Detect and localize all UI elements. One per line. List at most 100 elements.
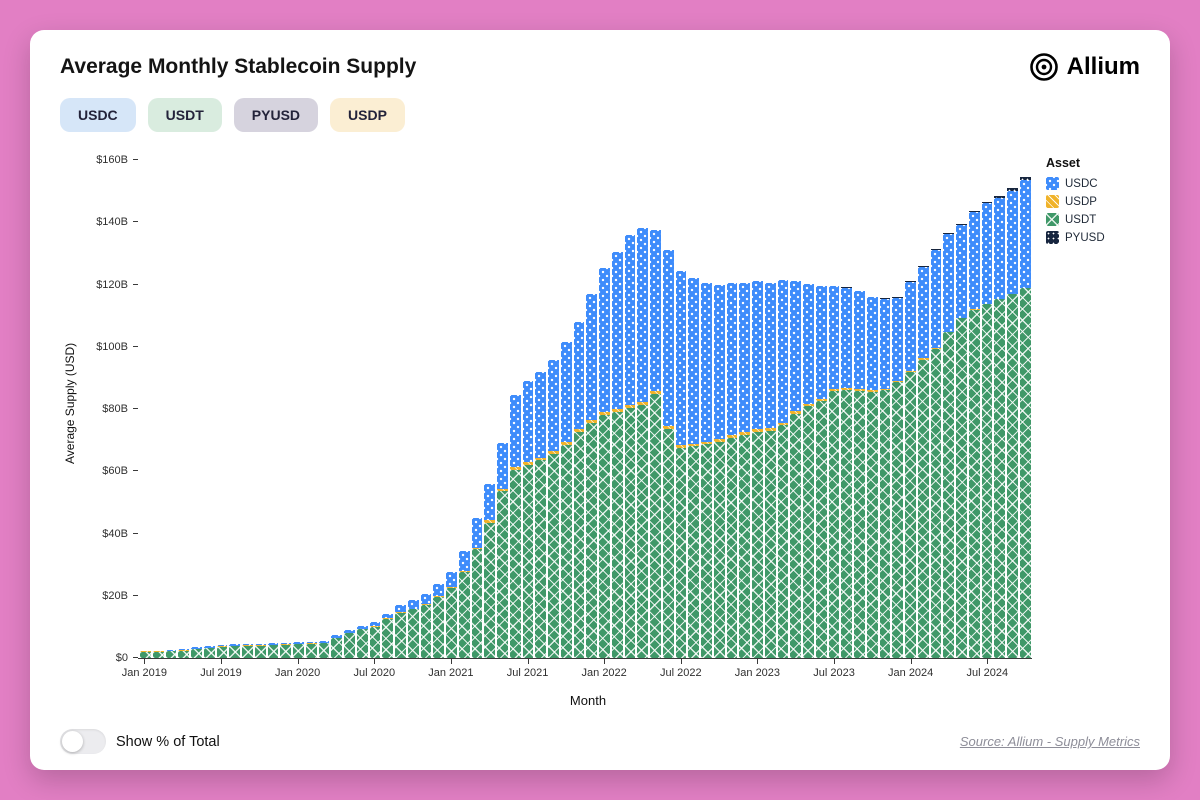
bar-segment-usdt [917, 359, 929, 658]
bar-segment-pyusd [892, 296, 903, 298]
bar[interactable] [484, 160, 495, 658]
bar[interactable] [535, 160, 546, 658]
x-axis-labels: Jan 2019 Jul 2019 Jan 2020 Jul 2020 Jan 2021… [122, 665, 1032, 683]
y-tick-label: $60B [102, 465, 128, 478]
bar[interactable] [701, 160, 712, 658]
bar[interactable] [395, 160, 406, 658]
y-tickmark [133, 594, 138, 596]
bar-segment-usdt [407, 609, 419, 658]
bar[interactable] [828, 160, 840, 658]
bar-segment-usdp [930, 347, 942, 349]
bar-segment-usdc [752, 281, 763, 430]
bar[interactable] [548, 160, 559, 658]
legend-swatch-usdc [1046, 177, 1059, 190]
bar[interactable] [420, 160, 432, 658]
bar[interactable] [497, 160, 508, 658]
bar[interactable] [599, 160, 610, 658]
bar[interactable] [739, 160, 750, 658]
bar[interactable] [1007, 160, 1018, 658]
bar[interactable] [267, 160, 279, 658]
filter-pill-pyusd[interactable]: PYUSD [233, 98, 319, 132]
bar-segment-usdp [828, 388, 840, 391]
bar[interactable] [140, 160, 151, 658]
bar[interactable] [471, 160, 483, 658]
bar[interactable] [293, 160, 304, 658]
bar[interactable] [356, 160, 368, 658]
bar[interactable] [369, 160, 381, 658]
bar[interactable] [586, 160, 597, 658]
bar[interactable] [382, 160, 393, 658]
toggle-group: Show % of Total [60, 729, 220, 754]
bar[interactable] [764, 160, 776, 658]
bar[interactable] [650, 160, 661, 658]
bar[interactable] [777, 160, 789, 658]
bar[interactable] [905, 160, 916, 658]
bar[interactable] [229, 160, 240, 658]
y-tickmark [133, 657, 138, 658]
bar[interactable] [522, 160, 534, 658]
bar[interactable] [318, 160, 330, 658]
bar[interactable] [688, 160, 699, 658]
bar-segment-usdt [203, 648, 215, 658]
bar[interactable] [994, 160, 1005, 658]
bar-segment-usdc [382, 613, 393, 619]
bar[interactable] [956, 160, 967, 658]
bar[interactable] [560, 160, 572, 658]
bar[interactable] [854, 160, 865, 658]
bar-segment-usdc [216, 645, 228, 647]
bar[interactable] [178, 160, 189, 658]
legend-swatch-pyusd [1046, 231, 1059, 244]
bar[interactable] [637, 160, 648, 658]
bar[interactable] [879, 160, 891, 658]
source-link[interactable]: Source: Allium - Supply Metrics [959, 734, 1140, 749]
bar[interactable] [509, 160, 521, 658]
bar[interactable] [280, 160, 291, 658]
bar[interactable] [446, 160, 457, 658]
bar-segment-usdp [267, 644, 279, 646]
bar[interactable] [675, 160, 687, 658]
bar[interactable] [892, 160, 903, 658]
bar[interactable] [331, 160, 342, 658]
bar[interactable] [803, 160, 814, 658]
x-tickmark [144, 659, 146, 664]
bar[interactable] [611, 160, 623, 658]
bar[interactable] [458, 160, 470, 658]
bar[interactable] [216, 160, 228, 658]
bar[interactable] [943, 160, 954, 658]
filter-pill-usdp[interactable]: USDP [330, 98, 405, 132]
filter-pill-usdc[interactable]: USDC [60, 98, 136, 132]
bar[interactable] [191, 160, 202, 658]
bar[interactable] [242, 160, 253, 658]
bar[interactable] [305, 160, 317, 658]
page-title: Average Monthly Stablecoin Supply [60, 55, 417, 78]
bar[interactable] [407, 160, 419, 658]
bar[interactable] [344, 160, 355, 658]
bar[interactable] [165, 160, 177, 658]
bar[interactable] [917, 160, 929, 658]
bar-segment-usdt [548, 454, 559, 658]
bar-segment-usdp [535, 457, 546, 461]
bar[interactable] [790, 160, 801, 658]
bar[interactable] [1019, 160, 1031, 658]
filter-pill-usdt[interactable]: USDT [147, 98, 222, 132]
bar[interactable] [726, 160, 738, 658]
bar[interactable] [752, 160, 763, 658]
bar[interactable] [254, 160, 266, 658]
legend-item-pyusd: PYUSD [1046, 231, 1140, 244]
bar-segment-usdt [178, 650, 189, 658]
bar[interactable] [203, 160, 215, 658]
bar[interactable] [433, 160, 444, 658]
bar[interactable] [152, 160, 164, 658]
bar[interactable] [815, 160, 827, 658]
bar[interactable] [968, 160, 980, 658]
bar[interactable] [930, 160, 942, 658]
bar[interactable] [866, 160, 878, 658]
bar[interactable] [573, 160, 585, 658]
bar-segment-usdt [331, 638, 342, 658]
bar[interactable] [981, 160, 993, 658]
percent-toggle[interactable] [60, 729, 106, 754]
bar[interactable] [713, 160, 725, 658]
bar[interactable] [662, 160, 674, 658]
bar[interactable] [841, 160, 852, 658]
bar[interactable] [624, 160, 636, 658]
